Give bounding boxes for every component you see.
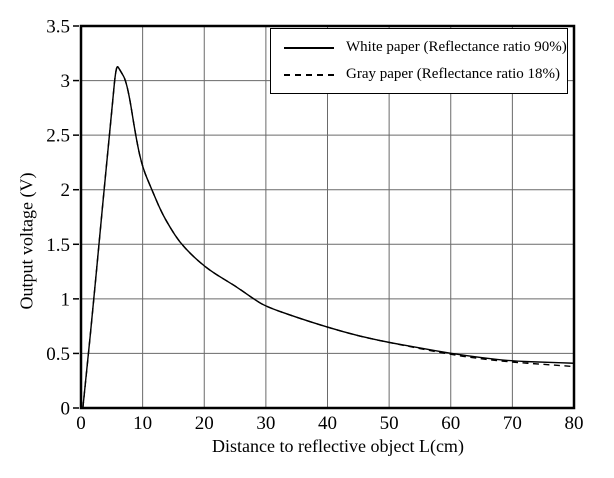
y-tick-label: 1 [61,289,71,310]
x-tick-label: 40 [318,413,337,434]
x-tick-label: 60 [441,413,460,434]
y-tick-label: 1.5 [46,235,70,256]
legend: White paper (Reflectance ratio 90%) Gray… [270,28,568,94]
x-tick-label: 20 [195,413,214,434]
y-tick-label: 2.5 [46,126,70,147]
x-axis-title: Distance to reflective object L(cm) [212,436,464,456]
white-paper-curve [82,65,575,409]
plot-frame [79,24,576,410]
y-tick-label: 2 [61,180,71,201]
x-tick-label: 80 [565,413,584,434]
legend-item-gray-paper: Gray paper (Reflectance ratio 18%) [284,66,567,83]
x-tick-label: 0 [76,413,86,434]
legend-label-white-paper: White paper (Reflectance ratio 90%) [346,39,567,55]
gray-paper-curve [82,65,575,409]
x-tick-label: 30 [256,413,275,434]
dashed-line-sample [284,73,334,76]
legend-label-gray-paper: Gray paper (Reflectance ratio 18%) [346,66,561,82]
x-tick-label: 10 [133,413,152,434]
y-tick-label: 0 [61,399,71,420]
solid-line-sample [284,46,334,49]
y-tick-label: 0.5 [46,344,70,365]
x-tick-label: 50 [380,413,399,434]
y-tick-label: 3 [61,71,71,92]
x-tick-label: 70 [503,413,522,434]
y-tick-label: 3.5 [46,17,70,38]
legend-item-white-paper: White paper (Reflectance ratio 90%) [284,39,567,56]
y-axis-title: Output voltage (V) [16,172,37,310]
